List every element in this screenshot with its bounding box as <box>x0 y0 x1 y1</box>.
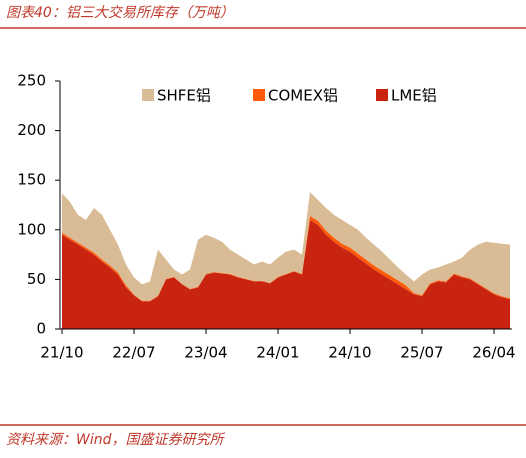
x-tick-label: 24/10 <box>328 344 371 362</box>
legend-swatch <box>253 89 265 101</box>
x-tick-label: 25/07 <box>400 344 443 362</box>
y-tick-label: 200 <box>17 121 46 139</box>
x-tick-label: 26/04 <box>472 344 515 362</box>
y-tick-label: 250 <box>17 72 46 90</box>
legend-swatch <box>142 89 154 101</box>
y-tick-label: 150 <box>17 171 46 189</box>
y-tick-label: 0 <box>36 320 46 338</box>
x-tick-label: 23/04 <box>184 344 227 362</box>
legend-label: LME铝 <box>391 87 437 105</box>
legend-swatch <box>376 89 388 101</box>
x-tick-label: 21/10 <box>40 344 83 362</box>
area <box>62 192 510 301</box>
y-tick-label: 100 <box>17 220 46 238</box>
x-tick-label: 24/01 <box>256 344 299 362</box>
source-note: 资料来源：Wind，国盛证券研究所 <box>6 432 225 448</box>
chart-title: 图表40：铝三大交易所库存（万吨） <box>6 5 234 21</box>
legend-label: SHFE铝 <box>157 87 211 105</box>
x-tick-label: 22/07 <box>112 344 155 362</box>
y-tick-label: 50 <box>27 270 46 288</box>
legend-label: COMEX铝 <box>268 87 338 105</box>
